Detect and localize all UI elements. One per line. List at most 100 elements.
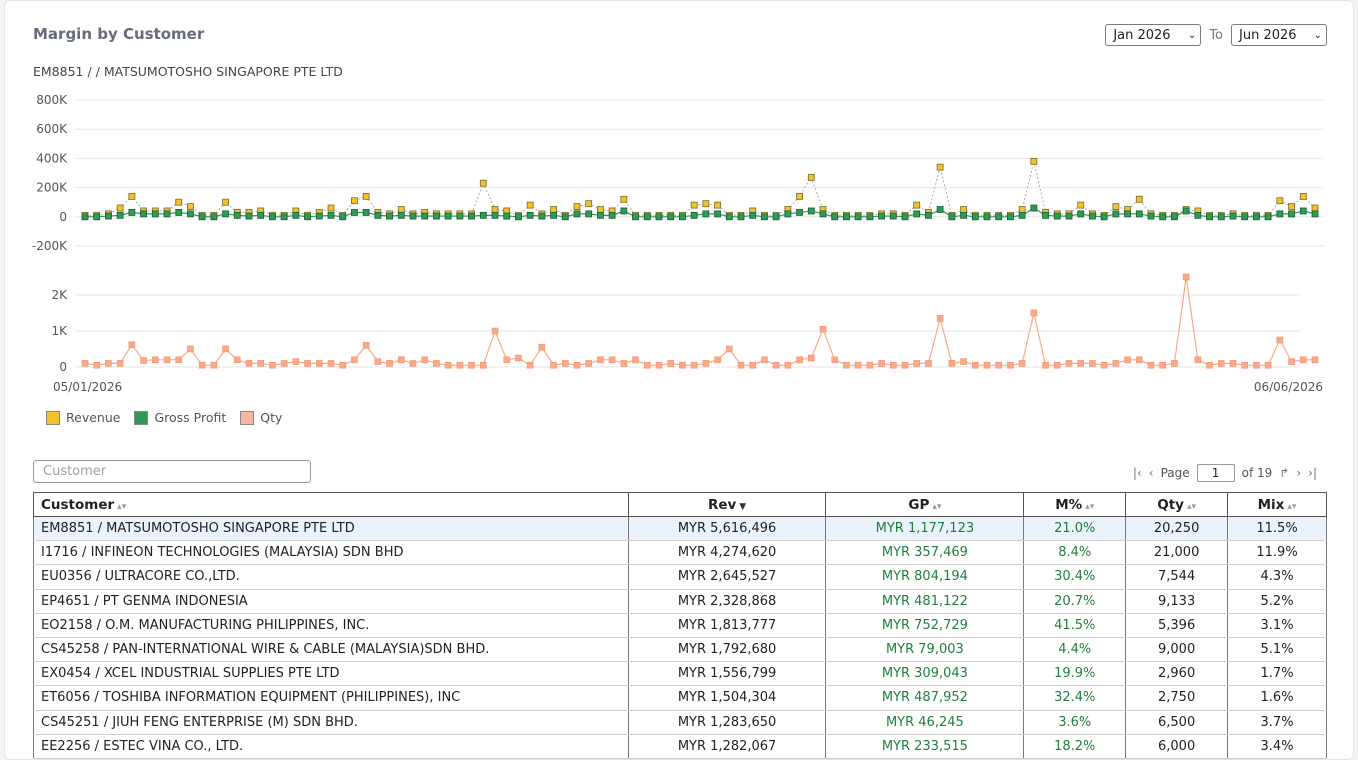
gross-profit-point	[81, 213, 89, 221]
cell-gp: MYR 804,194	[825, 564, 1025, 590]
prev-page-icon[interactable]: ‹	[1148, 466, 1154, 480]
gross-profit-point	[971, 213, 979, 221]
gross-profit-point	[608, 211, 616, 219]
column-header-qty[interactable]: Qty ▴▾	[1125, 492, 1229, 517]
gross-profit-point	[620, 207, 628, 215]
legend-item-gross-profit[interactable]: Gross Profit	[134, 410, 226, 425]
qty-point	[1264, 361, 1272, 369]
revenue-point	[550, 206, 557, 213]
qty-point	[1206, 361, 1213, 369]
gross-profit-point	[233, 211, 241, 219]
to-month-value: Jun 2026	[1239, 27, 1297, 43]
cell-mix: 3.7%	[1227, 710, 1327, 735]
qty-point	[690, 361, 698, 369]
column-header-gp[interactable]: GP ▴▾	[825, 492, 1025, 517]
gross-profit-point	[140, 210, 147, 218]
revenue-point	[796, 192, 803, 200]
qty-point	[737, 361, 745, 369]
gross-profit-point	[1253, 213, 1260, 221]
gross-profit-point	[1171, 213, 1178, 221]
table-row[interactable]: EE2256 / ESTEC VINA CO., LTD. MYR 1,282,…	[33, 734, 1327, 759]
gross-profit-point	[198, 213, 206, 221]
gross-profit-point	[433, 212, 440, 220]
gross-profit-point	[187, 210, 194, 218]
sort-icon: ▴▾	[1085, 501, 1095, 512]
gross-profit-point	[444, 212, 452, 220]
qty-point	[573, 361, 581, 369]
revenue-line	[85, 161, 1316, 217]
qty-point	[1229, 360, 1237, 367]
legend-label: Gross Profit	[154, 410, 227, 425]
table-row[interactable]: CS45258 / PAN-INTERNATIONAL WIRE & CABLE…	[33, 637, 1327, 663]
revenue-point	[175, 198, 183, 206]
revenue-point	[397, 206, 405, 213]
cell-margin: 21.0%	[1023, 516, 1127, 542]
qty-point	[1253, 361, 1260, 369]
gross-profit-point	[784, 210, 792, 218]
legend-item-revenue[interactable]: Revenue	[46, 410, 120, 425]
qty-point	[1135, 356, 1143, 364]
qty-point	[1217, 360, 1225, 367]
column-header-customer[interactable]: Customer ▴▾	[33, 492, 629, 517]
gross-profit-point	[351, 209, 358, 216]
table-row[interactable]: CS45251 / JIUH FENG ENTERPRISE (M) SDN B…	[33, 710, 1327, 735]
column-header-margin[interactable]: M% ▴▾	[1023, 492, 1127, 517]
column-header-mix[interactable]: Mix ▴▾	[1227, 492, 1327, 517]
revenue-point	[620, 195, 628, 203]
column-header-rev[interactable]: Rev ▼	[627, 492, 827, 517]
table-row[interactable]: ET6056 / TOSHIBA INFORMATION EQUIPMENT (…	[33, 685, 1327, 711]
qty-point	[901, 361, 909, 369]
y-tick-label: 1K	[51, 324, 68, 338]
qty-point	[889, 361, 897, 369]
selected-customer-name: / / MATSUMOTOSHO SINGAPORE PTE LTD	[83, 64, 343, 79]
cell-rev: MYR 2,328,868	[627, 589, 827, 614]
table-row[interactable]: EU0356 / ULTRACORE CO.,LTD. MYR 2,645,52…	[33, 564, 1327, 590]
gross-profit-point	[479, 211, 487, 219]
last-page-icon[interactable]: ›|	[1308, 466, 1317, 480]
first-page-icon[interactable]: |‹	[1132, 466, 1142, 480]
gross-profit-point	[1229, 212, 1237, 220]
goto-page-icon[interactable]: ↱	[1279, 466, 1290, 480]
cell-qty: 5,396	[1125, 613, 1229, 638]
cell-rev: MYR 1,556,799	[627, 661, 827, 687]
gross-profit-point	[292, 211, 300, 219]
revenue-point	[573, 203, 581, 210]
table-row[interactable]: EO2158 / O.M. MANUFACTURING PHILIPPINES,…	[33, 613, 1327, 638]
table-row[interactable]: EP4651 / PT GENMA INDONESIA MYR 2,328,86…	[33, 589, 1327, 614]
from-month-select[interactable]: Jan 2026 ⌄	[1105, 24, 1202, 46]
page-number-input[interactable]: 1	[1196, 464, 1235, 482]
revenue-point	[327, 204, 335, 212]
cell-margin: 32.4%	[1023, 685, 1127, 711]
cell-gp: MYR 357,469	[825, 540, 1025, 566]
gross-profit-point	[257, 211, 265, 219]
cell-customer: I1716 / INFINEON TECHNOLOGIES (MALAYSIA)…	[33, 540, 629, 566]
cell-qty: 20,250	[1125, 516, 1229, 542]
cell-gp: MYR 46,245	[825, 710, 1025, 735]
table-row[interactable]: EX0454 / XCEL INDUSTRIAL SUPPLIES PTE LT…	[33, 661, 1327, 687]
pager: |‹ ‹ Page 1 of 19 ↱ › ›|	[1133, 464, 1317, 482]
gross-profit-point	[93, 213, 101, 221]
gross-profit-point	[561, 213, 569, 221]
qty-point	[585, 360, 593, 367]
revenue-point	[714, 201, 721, 209]
qty-point	[444, 361, 452, 369]
next-page-icon[interactable]: ›	[1296, 466, 1302, 480]
cell-mix: 5.2%	[1227, 589, 1327, 614]
selected-customer-code: EM8851	[33, 64, 84, 79]
table-row[interactable]: EM8851 / MATSUMOTOSHO SINGAPORE PTE LTD …	[33, 516, 1327, 542]
qty-point	[479, 361, 487, 369]
gross-profit-point	[1100, 213, 1108, 221]
legend-item-qty[interactable]: Qty	[240, 410, 282, 425]
qty-point	[1042, 361, 1049, 369]
gross-profit-point	[960, 211, 967, 219]
qty-point	[819, 325, 827, 333]
gross-profit-point	[772, 213, 780, 221]
customer-filter-input[interactable]: Customer	[33, 460, 311, 483]
legend-label: Revenue	[66, 410, 121, 425]
gross-profit-point	[1053, 212, 1061, 220]
to-month-select[interactable]: Jun 2026 ⌄	[1231, 24, 1327, 46]
cell-rev: MYR 1,283,650	[627, 710, 827, 735]
x-end-label: 06/06/2026	[1254, 380, 1323, 394]
gross-profit-point	[280, 213, 288, 221]
table-row[interactable]: I1716 / INFINEON TECHNOLOGIES (MALAYSIA)…	[33, 540, 1327, 566]
